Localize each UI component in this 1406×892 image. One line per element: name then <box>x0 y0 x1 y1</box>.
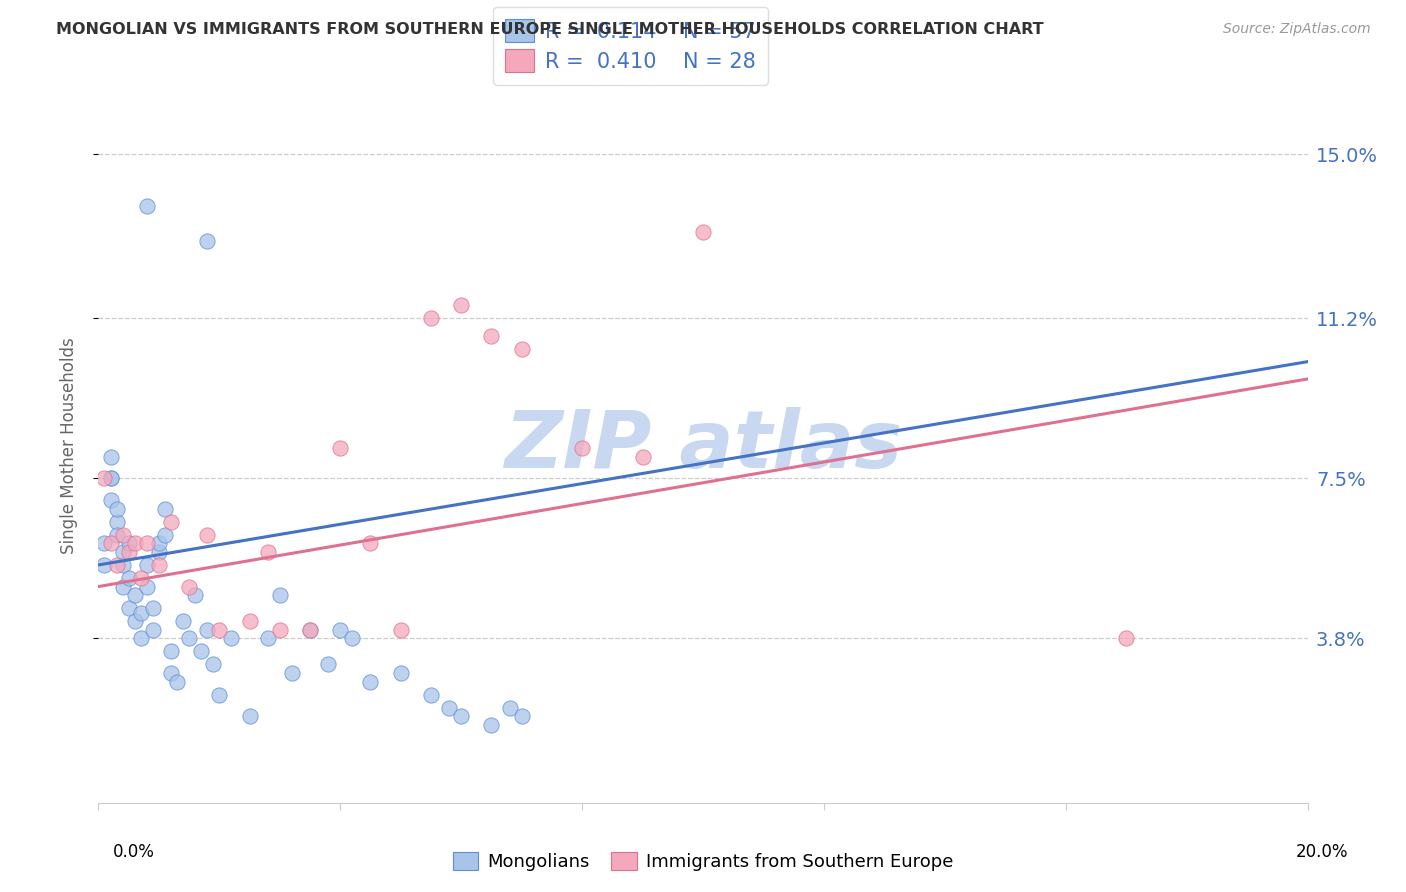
Point <box>450 298 472 312</box>
Point <box>498 700 520 714</box>
Point <box>93 471 115 485</box>
Point <box>93 558 115 572</box>
Point <box>179 632 201 646</box>
Text: 0.0%: 0.0% <box>112 843 155 861</box>
Point <box>195 234 218 248</box>
Point <box>105 515 128 529</box>
Point <box>111 580 134 594</box>
Point <box>160 666 183 681</box>
Point <box>166 674 188 689</box>
Point <box>1115 632 1137 646</box>
Point <box>100 493 122 508</box>
Point <box>281 666 304 681</box>
Point <box>105 558 128 572</box>
Point <box>124 588 146 602</box>
Point <box>195 527 218 541</box>
Point <box>184 588 207 602</box>
Point <box>124 536 146 550</box>
Point <box>135 558 157 572</box>
Point <box>111 558 134 572</box>
Point <box>135 536 157 550</box>
Text: MONGOLIAN VS IMMIGRANTS FROM SOUTHERN EUROPE SINGLE MOTHER HOUSEHOLDS CORRELATIO: MONGOLIAN VS IMMIGRANTS FROM SOUTHERN EU… <box>56 22 1043 37</box>
Point <box>510 709 533 723</box>
Y-axis label: Single Mother Households: Single Mother Households <box>59 338 77 554</box>
Point <box>420 688 443 702</box>
Point <box>129 632 152 646</box>
Point <box>100 450 122 464</box>
Point <box>118 536 141 550</box>
Point <box>481 718 503 732</box>
Point <box>118 545 141 559</box>
Point <box>93 536 115 550</box>
Point <box>239 614 262 628</box>
Point <box>148 558 170 572</box>
Text: 20.0%: 20.0% <box>1295 843 1348 861</box>
Point <box>100 471 122 485</box>
Point <box>450 709 472 723</box>
Point <box>420 311 443 326</box>
Point <box>160 515 183 529</box>
Point <box>160 644 183 658</box>
Point <box>111 545 134 559</box>
Point <box>239 709 262 723</box>
Point <box>481 328 503 343</box>
Point <box>631 450 654 464</box>
Point <box>135 199 157 213</box>
Point <box>105 501 128 516</box>
Point <box>329 441 352 455</box>
Point <box>202 657 225 672</box>
Point <box>100 536 122 550</box>
Point <box>299 623 322 637</box>
Point <box>221 632 243 646</box>
Point <box>299 623 322 637</box>
Point <box>195 623 218 637</box>
Point <box>148 545 170 559</box>
Point <box>256 632 278 646</box>
Point <box>360 536 382 550</box>
Point <box>172 614 194 628</box>
Point <box>129 606 152 620</box>
Point <box>153 501 176 516</box>
Point <box>190 644 212 658</box>
Point <box>124 614 146 628</box>
Point <box>692 225 714 239</box>
Point <box>111 527 134 541</box>
Point <box>208 623 231 637</box>
Point <box>389 623 412 637</box>
Point <box>118 571 141 585</box>
Point <box>316 657 339 672</box>
Point <box>269 623 291 637</box>
Text: Source: ZipAtlas.com: Source: ZipAtlas.com <box>1223 22 1371 37</box>
Point <box>269 588 291 602</box>
Point <box>129 571 152 585</box>
Point <box>256 545 278 559</box>
Point <box>118 601 141 615</box>
Text: ZIP atlas: ZIP atlas <box>503 407 903 485</box>
Point <box>510 342 533 356</box>
Point <box>135 580 157 594</box>
Point <box>571 441 593 455</box>
Point <box>142 623 165 637</box>
Point <box>100 471 122 485</box>
Point <box>148 536 170 550</box>
Point <box>105 527 128 541</box>
Point <box>208 688 231 702</box>
Point <box>329 623 352 637</box>
Point <box>142 601 165 615</box>
Legend: Mongolians, Immigrants from Southern Europe: Mongolians, Immigrants from Southern Eur… <box>446 845 960 879</box>
Point <box>342 632 364 646</box>
Point <box>437 700 460 714</box>
Legend: R =  0.114    N = 57, R =  0.410    N = 28: R = 0.114 N = 57, R = 0.410 N = 28 <box>492 7 768 85</box>
Point <box>153 527 176 541</box>
Point <box>389 666 412 681</box>
Point <box>360 674 382 689</box>
Point <box>179 580 201 594</box>
